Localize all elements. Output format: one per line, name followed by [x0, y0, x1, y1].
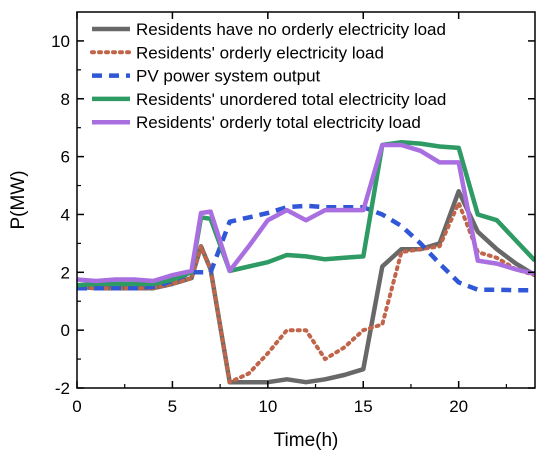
plot-area [76, 11, 536, 389]
series-line-5 [77, 142, 535, 284]
legend-label-2: Residents' orderly electricity load [136, 43, 384, 62]
x-axis-label: Time(h) [274, 430, 339, 451]
legend-label-4: Residents' unordered total electricity l… [136, 90, 446, 109]
plot-frame [76, 11, 536, 389]
series-group [77, 139, 535, 385]
y-tick-label: 8 [61, 90, 70, 109]
x-tick-label: 20 [449, 397, 468, 416]
y-tick-label: 2 [61, 263, 70, 282]
x-tick-label: 5 [168, 397, 177, 416]
x-tick-label: 0 [72, 397, 81, 416]
x-tick-label: 15 [354, 397, 373, 416]
legend-label-1: Residents have no orderly electricity lo… [136, 20, 446, 39]
series-line-4 [77, 139, 535, 288]
series-line-3 [77, 203, 535, 293]
y-axis-label: P(MW) [8, 170, 29, 229]
y-tick-label: 10 [51, 32, 70, 51]
y-tick-label: -2 [55, 379, 70, 398]
y-tick-label: 0 [61, 321, 70, 340]
x-tick-label: 10 [258, 397, 277, 416]
series-line-2 [77, 200, 535, 385]
legend: Residents have no orderly electricity lo… [90, 20, 446, 132]
legend-label-5: Residents' orderly total electricity loa… [136, 113, 421, 132]
y-tick-label: 4 [61, 205, 70, 224]
y-tick-label: 6 [61, 148, 70, 167]
legend-label-3: PV power system output [136, 67, 321, 86]
